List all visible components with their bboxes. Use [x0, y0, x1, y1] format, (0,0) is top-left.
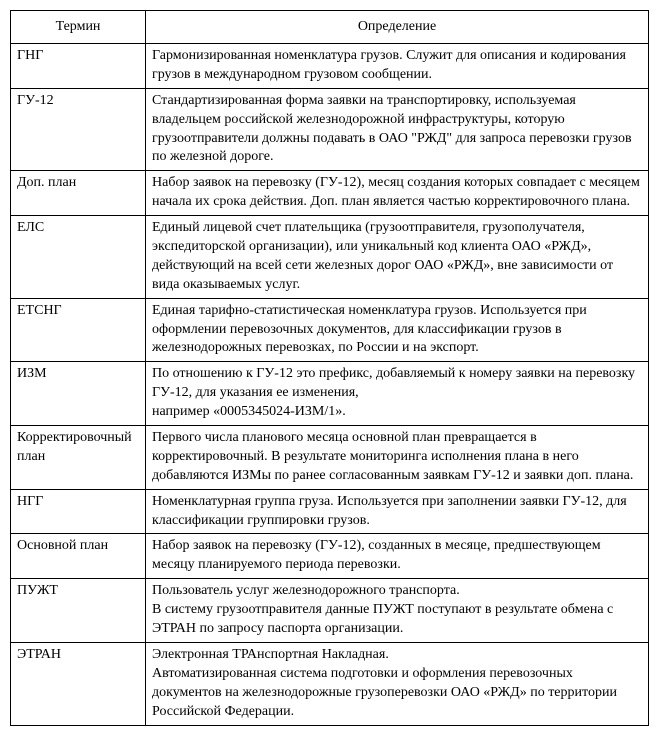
term-cell: ПУЖТ — [11, 579, 146, 643]
term-cell: Корректировочный план — [11, 426, 146, 490]
definition-cell: Первого числа планового месяца основной … — [146, 426, 649, 490]
definition-cell: Электронная ТРАнспортная Накладная.Автом… — [146, 642, 649, 725]
definition-cell: Стандартизированная форма заявки на тран… — [146, 88, 649, 171]
table-row: Основной план Набор заявок на перевозку … — [11, 534, 649, 579]
definition-cell: Пользователь услуг железнодорожного тран… — [146, 579, 649, 643]
definition-cell: Номенклатурная группа груза. Используетс… — [146, 489, 649, 534]
definition-cell: Единый лицевой счет плательщика (грузоот… — [146, 216, 649, 299]
term-cell: ЕТСНГ — [11, 298, 146, 362]
definition-cell: Гармонизированная номенклатура грузов. С… — [146, 44, 649, 89]
term-cell: Доп. план — [11, 171, 146, 216]
term-cell: ГУ-12 — [11, 88, 146, 171]
term-cell: ГНГ — [11, 44, 146, 89]
term-cell: ЕЛС — [11, 216, 146, 299]
table-row: Корректировочный план Первого числа план… — [11, 426, 649, 490]
glossary-table: Термин Определение ГНГ Гармонизированная… — [10, 10, 649, 726]
term-cell: ЭТРАН — [11, 642, 146, 725]
table-body: ГНГ Гармонизированная номенклатура грузо… — [11, 44, 649, 726]
definition-cell: По отношению к ГУ-12 это префикс, добавл… — [146, 362, 649, 426]
table-row: ЕЛС Единый лицевой счет плательщика (гру… — [11, 216, 649, 299]
header-row: Термин Определение — [11, 11, 649, 44]
table-row: ГУ-12 Стандартизированная форма заявки н… — [11, 88, 649, 171]
table-row: Доп. план Набор заявок на перевозку (ГУ-… — [11, 171, 649, 216]
table-row: ГНГ Гармонизированная номенклатура грузо… — [11, 44, 649, 89]
header-definition: Определение — [146, 11, 649, 44]
definition-cell: Набор заявок на перевозку (ГУ-12), месяц… — [146, 171, 649, 216]
table-row: НГГ Номенклатурная группа груза. Использ… — [11, 489, 649, 534]
term-cell: НГГ — [11, 489, 146, 534]
table-row: ЕТСНГ Единая тарифно-статистическая номе… — [11, 298, 649, 362]
definition-cell: Набор заявок на перевозку (ГУ-12), созда… — [146, 534, 649, 579]
definition-cell: Единая тарифно-статистическая номенклату… — [146, 298, 649, 362]
table-row: ЭТРАН Электронная ТРАнспортная Накладная… — [11, 642, 649, 725]
table-row: ИЗМ По отношению к ГУ-12 это префикс, до… — [11, 362, 649, 426]
table-row: ПУЖТ Пользователь услуг железнодорожного… — [11, 579, 649, 643]
header-term: Термин — [11, 11, 146, 44]
term-cell: ИЗМ — [11, 362, 146, 426]
term-cell: Основной план — [11, 534, 146, 579]
